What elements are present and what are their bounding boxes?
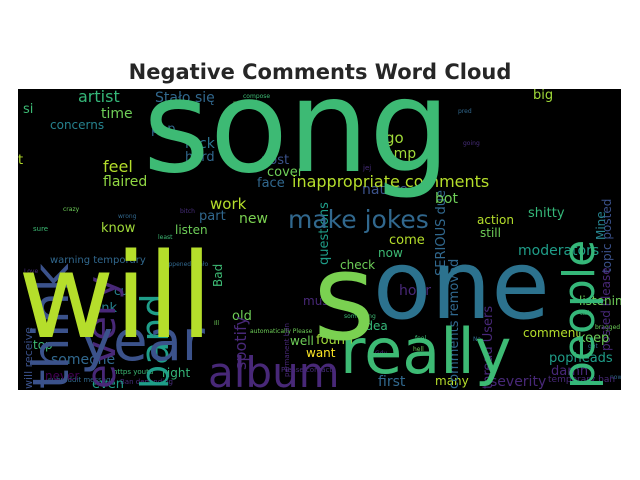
cloud-word-amp: amp [385,146,417,162]
cloud-word-something: something [344,313,376,320]
cloud-word-many: many [435,374,469,388]
cloud-word-crazy: crazy [63,206,80,213]
cloud-word-want: want [306,346,336,360]
cloud-word-https-youtu: https youtu [113,368,154,376]
cloud-word-pred: pred [458,108,472,115]
cloud-word-one: one [373,231,550,341]
cloud-word-inappropriate-comments: inappropriate comments [292,172,490,191]
cloud-word-well: well [290,334,314,348]
cloud-word-bad: Bad [211,264,225,288]
cloud-word-listen: listen [175,223,208,237]
cloud-word-now: now [610,374,621,381]
cloud-word-hard: hard [185,150,215,165]
cloud-word-na: Na [473,336,482,343]
cloud-word-face: face [257,176,285,191]
cloud-word-ban-depending: Ban depending [120,378,173,386]
cloud-word-feel: feel [103,157,133,176]
cloud-word-damn: damn [551,364,589,379]
cloud-word-t: t [18,153,24,168]
word-cloud: Ban depending subreddit message https yout… [18,89,621,390]
cloud-word-action: action [477,213,514,227]
cloud-word-song: song [143,89,451,202]
cloud-word-go: go [385,129,404,147]
cloud-word-first: first [378,374,406,390]
cloud-word-rock: rock [185,136,215,152]
cloud-word-warning-temporary: warning temporary [50,255,146,266]
cloud-word-temporary-ban: temporary ban [548,375,616,385]
cloud-word-bragged: bragged [595,324,621,331]
cloud-word-going: going [463,140,480,147]
cloud-word-jej: jej [363,164,372,172]
cloud-word-part: part [199,209,226,224]
cloud-word-get: get [588,343,598,350]
chart-title: Negative Comments Word Cloud [128,60,512,84]
cloud-word-never: never [45,369,80,383]
cloud-word-automatically-please: automatically Please [250,328,313,335]
cloud-word-least: least [158,234,173,241]
cloud-word-compose: compose [243,93,271,100]
cloud-word-happened-sta-o: happened Stało [161,261,209,268]
cloud-word-music: music [303,294,339,308]
cloud-word-someone: someone [51,352,116,368]
cloud-word-feel: feel [415,335,427,342]
cloud-word-new: new [239,211,268,227]
cloud-word-come: come [389,233,425,248]
cloud-word-cover: cover [267,165,304,180]
cloud-word-sta-o-sie: Stało się [155,90,215,106]
cloud-word-hell: hell [413,346,424,353]
cloud-word-popheads: popheads [549,351,613,366]
cloud-word-keep: keep [578,331,610,346]
cloud-word-mine: Mine [594,211,608,240]
cloud-word-ill: Ill [214,320,220,327]
cloud-word-s: s [313,229,376,368]
cloud-word-talk: talk [580,310,592,317]
cloud-word-will: will [18,227,213,365]
cloud-word-even: even [92,377,124,390]
cloud-word-idea: idea [362,319,388,333]
cloud-word-wrong: wrong [118,213,137,220]
cloud-word-flaired: flaired [103,174,148,190]
cloud-word-make-jokes: make jokes [288,205,429,234]
cloud-word-people: people [554,239,605,389]
cloud-word-moderators: moderators [518,243,600,259]
cloud-word-si: si [23,102,34,117]
cloud-word-severity: severity [490,374,547,390]
cloud-word-pop: pop [151,122,176,137]
cloud-word-nature: nature [362,182,408,198]
cloud-word-sure: sure [33,225,49,233]
cloud-word-really: really [340,315,512,388]
cloud-word-year: year [80,309,205,374]
cloud-word-now: now [378,246,403,260]
cloud-word-concerns: concerns [50,118,105,132]
cloud-word-artist: artist [78,89,120,106]
cloud-word-still: still [480,226,501,240]
cloud-word-right: right [162,366,191,380]
cloud-word-link: link [94,301,117,316]
cloud-word-message: message [233,100,260,107]
cloud-word-cut: cut [114,284,133,298]
cloud-word-work: work [210,195,247,213]
cloud-word-bitch: bitch [180,208,195,215]
cloud-word-found: found [316,333,354,348]
cloud-word-big: big [533,89,554,103]
cloud-word-time: time [101,106,133,122]
cloud-word-listening: listening [579,294,621,308]
cloud-word-hour: hour [399,283,432,299]
cloud-word-top: top [33,338,53,352]
cloud-word-old: old [232,309,252,324]
cloud-word-love: Love [24,268,39,275]
cloud-word-bot: bot [435,191,458,207]
cloud-word-album: album [208,348,340,391]
cloud-word-subreddit-message: subreddit message [48,376,115,384]
cloud-word-know: know [101,221,136,236]
cloud-word-gdy: Gdy [375,350,388,357]
cloud-word-please-contact: Please contact [281,366,333,374]
cloud-word-check: check [340,258,376,272]
cloud-word-post: post [261,153,290,168]
cloud-word-shitty: shitty [528,206,565,221]
cloud-word-comment: comment [523,326,581,340]
